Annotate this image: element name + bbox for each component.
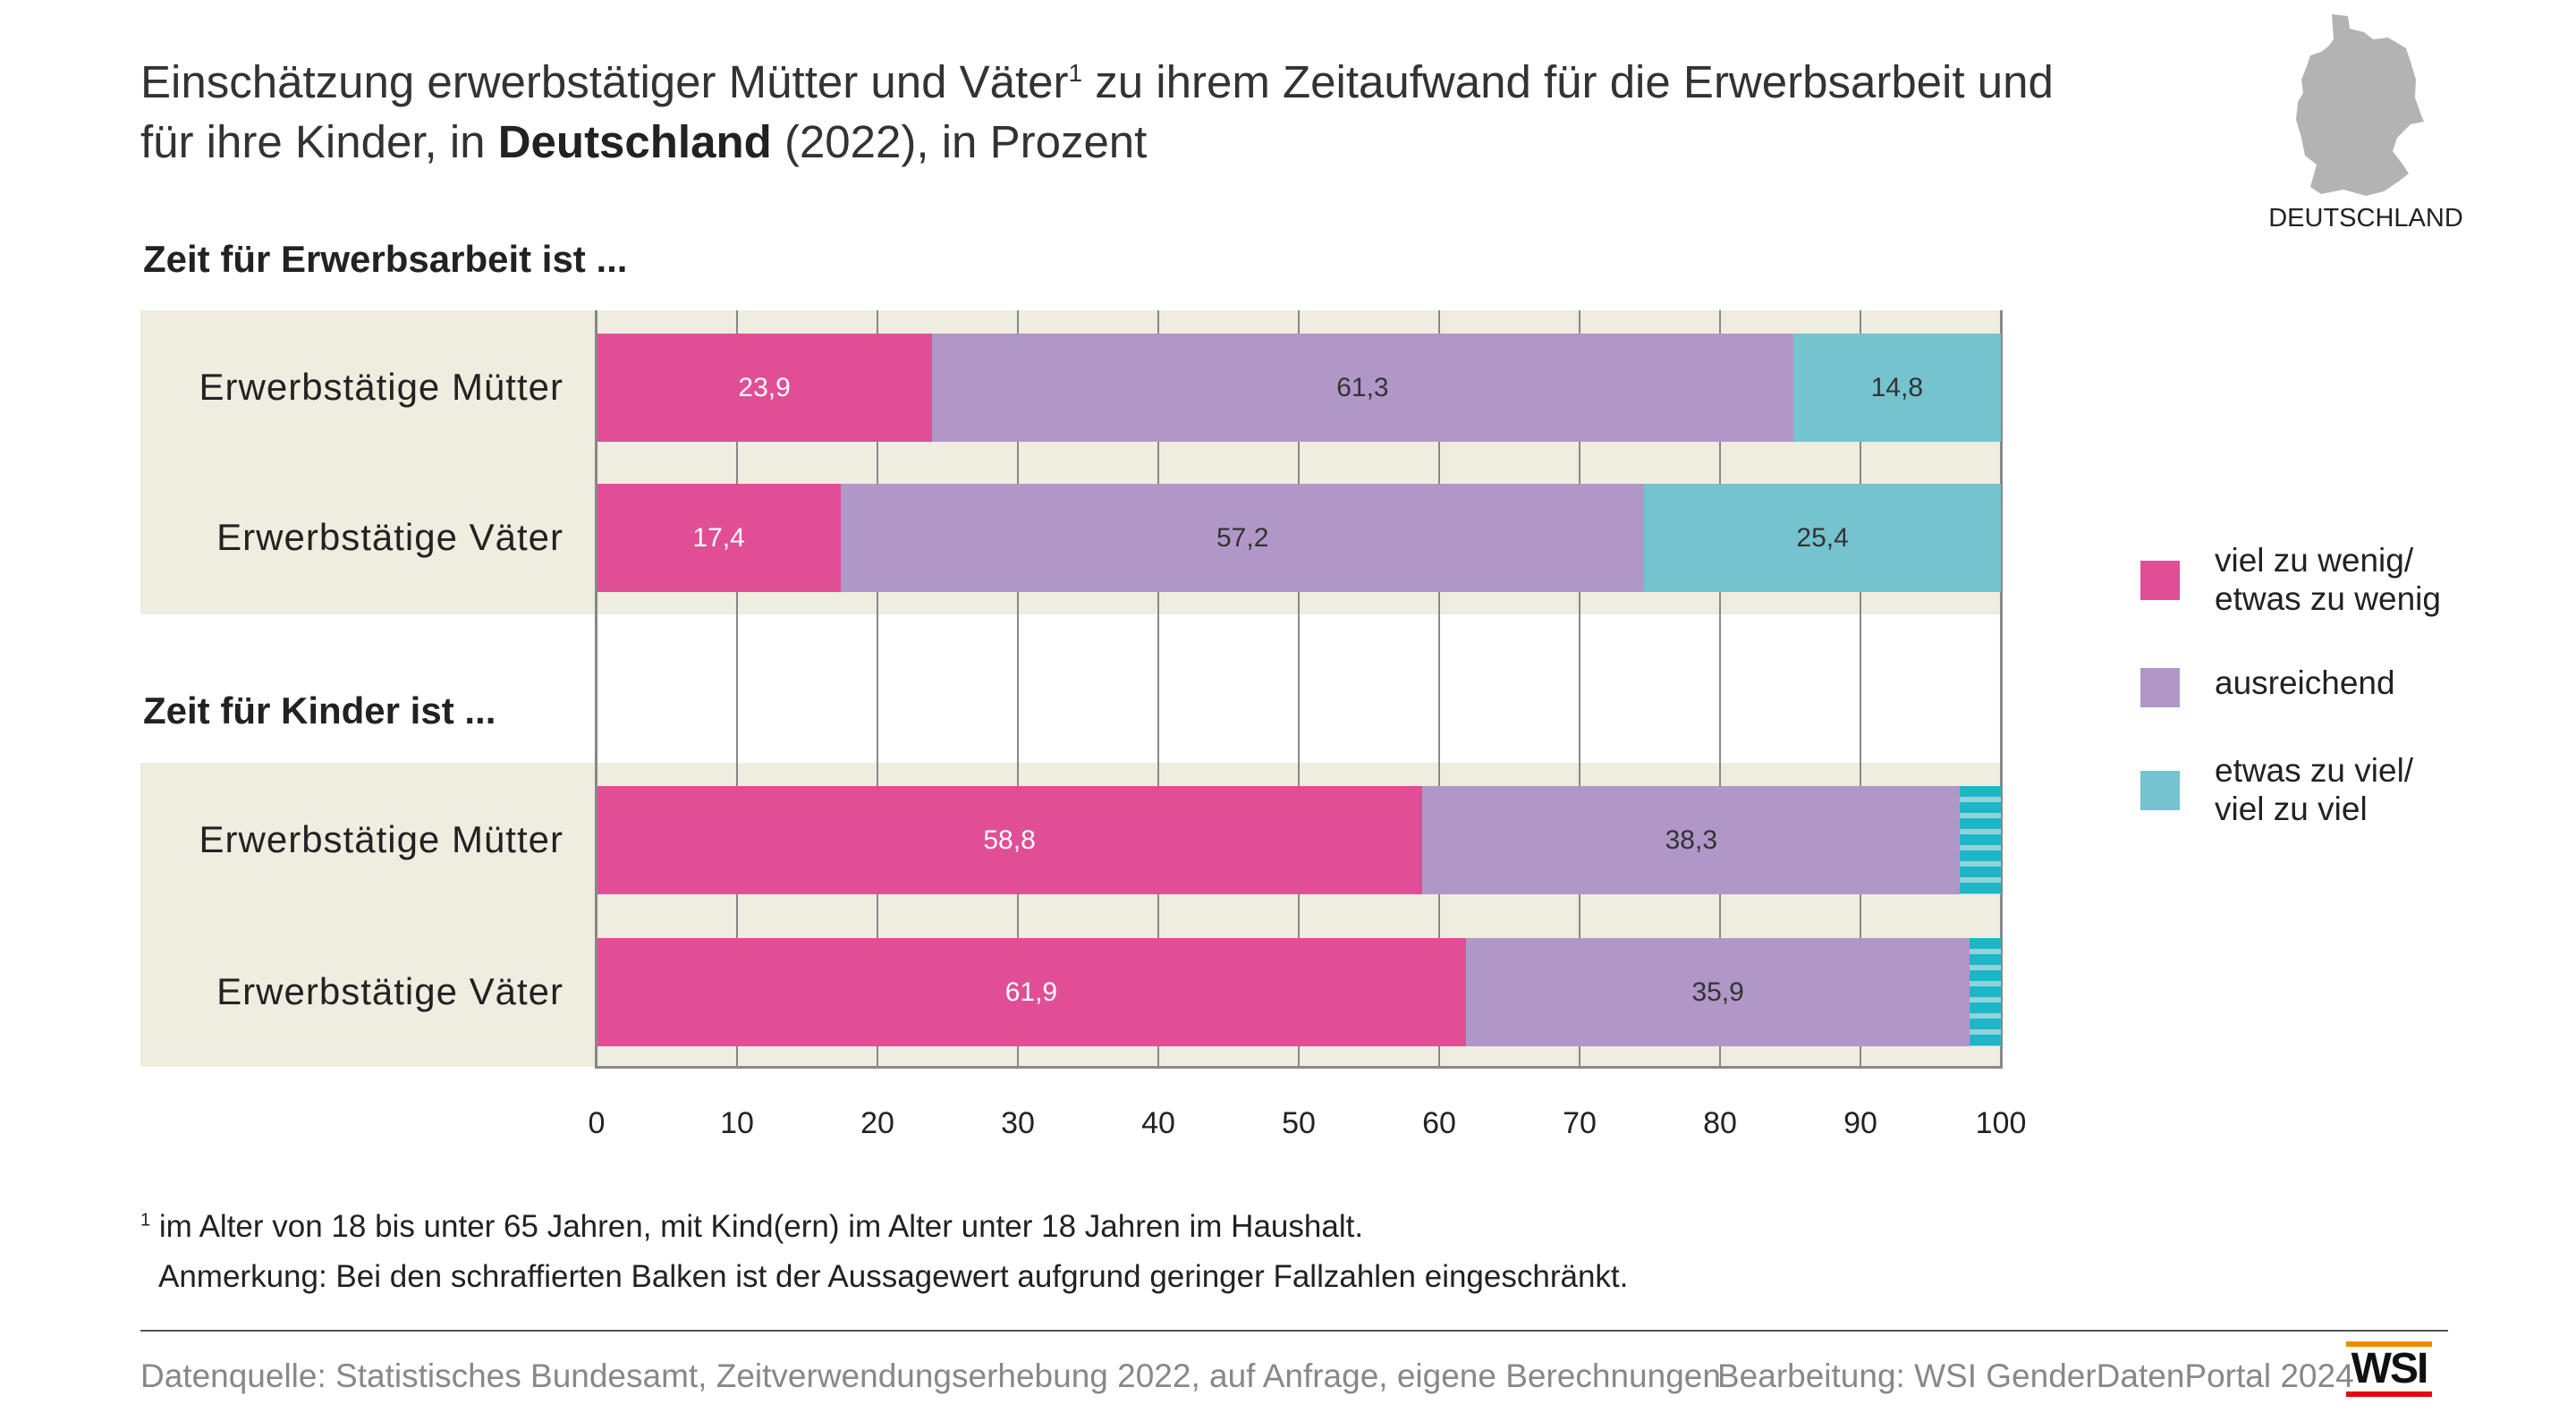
gridline: [1860, 310, 1861, 1067]
row-label: Erwerbstätige Mütter: [199, 818, 564, 860]
legend-label-line: viel zu viel: [2215, 791, 2368, 827]
footnote-1: 1 im Alter von 18 bis unter 65 Jahren, m…: [140, 1209, 1363, 1245]
bar-segment-too-little: [597, 334, 933, 442]
credit: Bearbeitung: WSI GenderDatenPortal 2024: [1717, 1358, 2354, 1394]
x-tick-label: 100: [1975, 1106, 2027, 1140]
footnote-text: im Alter von 18 bis unter 65 Jahren, mit…: [158, 1209, 1364, 1244]
bar-value-label: 35,9: [1691, 977, 1744, 1007]
bar-value-label: 14,8: [1870, 373, 1923, 402]
bar-value-label: 58,8: [983, 825, 1036, 855]
gridline: [1157, 310, 1159, 1067]
legend-label: viel zu wenig/etwas zu wenig: [2215, 541, 2441, 618]
x-tick-label: 0: [588, 1106, 606, 1140]
germany-map-icon: [2296, 14, 2424, 196]
x-tick-label: 50: [1282, 1106, 1316, 1140]
bar-segment-too-little: [597, 484, 842, 592]
bar-segment-sufficient: [841, 484, 1645, 592]
bar-value-label: 17,4: [692, 523, 745, 553]
wsi-logo: WSI: [2346, 1341, 2432, 1397]
title-text: für ihre Kinder, in: [140, 116, 498, 167]
gridline: [877, 310, 878, 1067]
x-tick-label: 20: [860, 1106, 894, 1140]
x-tick-label: 10: [720, 1106, 754, 1140]
gridline: [1438, 310, 1440, 1067]
gridline: [2000, 310, 2003, 1067]
bar-segment-too-little: [597, 786, 1423, 894]
legend-label-line: etwas zu viel/: [2215, 752, 2414, 789]
bar-segment-sufficient: [932, 334, 1793, 442]
gridline: [1298, 310, 1300, 1067]
bar-value-label: 57,2: [1216, 523, 1269, 553]
bar-segment-sufficient: [1465, 938, 1970, 1046]
row-label: Erwerbstätige Mütter: [199, 366, 564, 408]
legend-swatch: [2140, 668, 2180, 707]
legend-label: etwas zu viel/viel zu viel: [2215, 751, 2413, 828]
footnote-mark: 1: [140, 1210, 151, 1231]
gridline: [1017, 310, 1019, 1067]
gridline: [736, 310, 738, 1067]
group-title: Zeit für Erwerbsarbeit ist ...: [143, 238, 628, 280]
bar-segment-too-much: [1792, 334, 2001, 442]
chart-title: Einschätzung erwerbstätiger Mütter und V…: [140, 43, 2054, 172]
row-label: Erwerbstätige Väter: [216, 516, 564, 558]
bar-value-label: 61,9: [1004, 977, 1058, 1007]
title-text: (2022), in Prozent: [771, 116, 1148, 167]
title-footnote-mark: 1: [1068, 59, 1083, 87]
title-country: Deutschland: [497, 116, 772, 167]
x-tick-label: 90: [1843, 1106, 1877, 1140]
x-tick-label: 40: [1141, 1106, 1175, 1140]
bar-value-label: 25,4: [1796, 523, 1849, 553]
x-tick-label: 80: [1703, 1106, 1737, 1140]
x-tick-label: 60: [1422, 1106, 1456, 1140]
bar-segment-too-much: [1970, 938, 2001, 1046]
x-axis-line: [595, 1066, 2003, 1069]
bar-segment-sufficient: [1422, 786, 1961, 894]
title-text: zu ihrem Zeitaufwand für die Erwerbsarbe…: [1082, 56, 2054, 107]
map-label: DEUTSCHLAND: [2268, 204, 2463, 233]
bar-value-label: 23,9: [738, 373, 791, 402]
legend-label-line: etwas zu wenig: [2215, 580, 2441, 617]
data-source: Datenquelle: Statistisches Bundesamt, Ze…: [140, 1358, 1721, 1394]
divider: [140, 1330, 2448, 1332]
footnote-2: Anmerkung: Bei den schraffierten Balken …: [158, 1259, 1629, 1294]
bar-segment-too-little: [597, 938, 1466, 1046]
legend-label: ausreichend: [2215, 664, 2395, 702]
legend-swatch: [2140, 771, 2180, 810]
bar-value-label: 38,3: [1665, 825, 1717, 855]
group-title: Zeit für Kinder ist ...: [143, 689, 496, 732]
logo-text: WSI: [2351, 1345, 2429, 1392]
x-tick-label: 30: [1001, 1106, 1035, 1140]
legend-swatch: [2140, 561, 2180, 600]
y-axis-line: [595, 310, 597, 1069]
legend-label-line: viel zu wenig/: [2215, 542, 2414, 579]
legend-label-line: ausreichend: [2215, 664, 2395, 701]
title-text: Einschätzung erwerbstätiger Mütter und V…: [140, 56, 1069, 107]
row-label: Erwerbstätige Väter: [216, 970, 564, 1012]
gridline: [1719, 310, 1721, 1067]
bar-value-label: 61,3: [1336, 373, 1389, 402]
x-tick-label: 70: [1563, 1106, 1597, 1140]
gridline: [1579, 310, 1580, 1067]
bar-segment-too-much: [1960, 786, 2001, 894]
bar-segment-too-much: [1644, 484, 2001, 592]
